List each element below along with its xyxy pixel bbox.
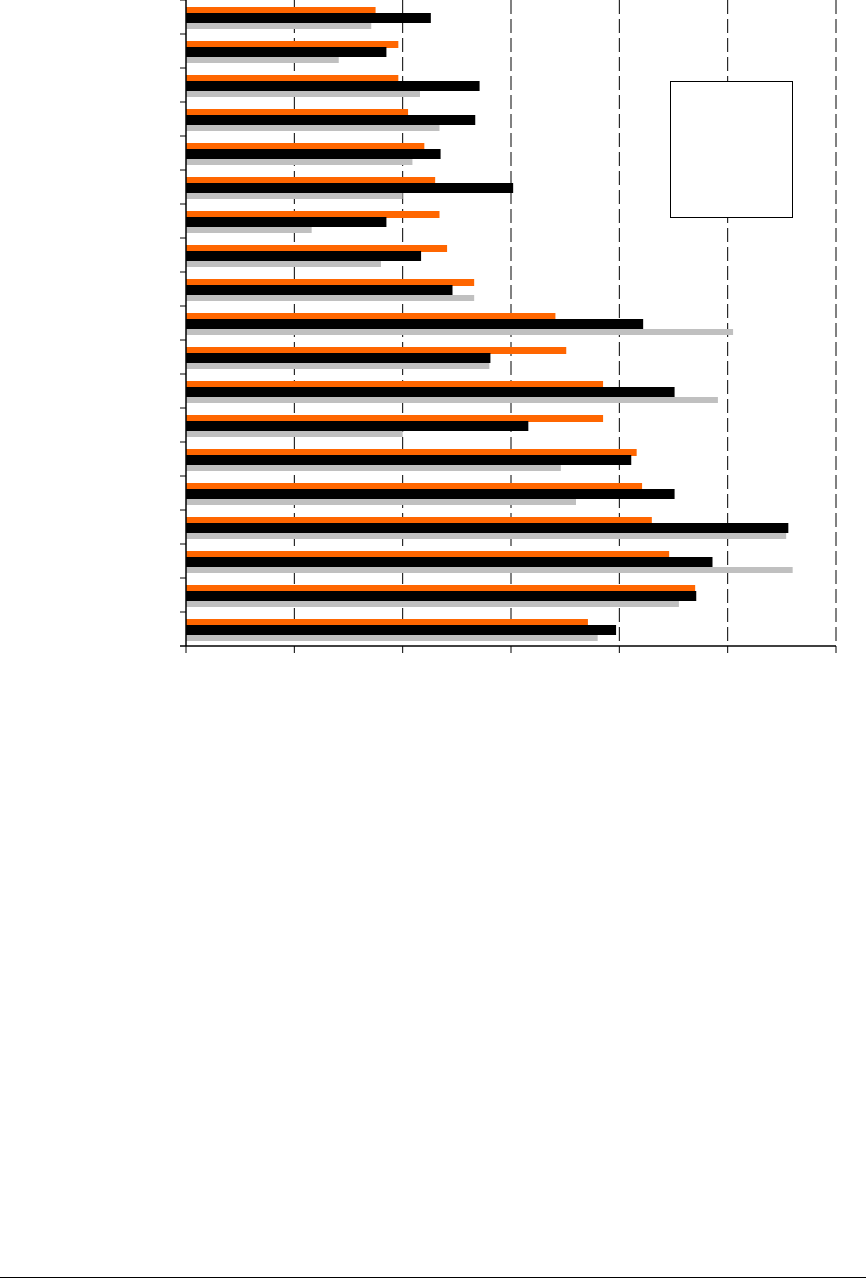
bar-series2 bbox=[186, 523, 789, 533]
page-bottom-rule bbox=[0, 1277, 866, 1278]
bar-series3 bbox=[186, 261, 381, 267]
bar-series2 bbox=[186, 625, 617, 635]
bar-series2 bbox=[186, 557, 713, 567]
bar-series3 bbox=[186, 227, 312, 233]
bar-series1 bbox=[186, 41, 399, 48]
bar-series3 bbox=[186, 159, 413, 165]
bar-series3 bbox=[186, 125, 440, 131]
bar-series2 bbox=[186, 183, 514, 193]
bar-series3 bbox=[186, 23, 372, 29]
bar-series3 bbox=[186, 57, 339, 63]
bar-series1 bbox=[186, 619, 588, 626]
bar-series1 bbox=[186, 347, 567, 354]
bar-series1 bbox=[186, 143, 425, 150]
bar-series2 bbox=[186, 319, 644, 329]
bar-chart bbox=[180, 0, 837, 653]
bar-series3 bbox=[186, 601, 679, 607]
bar-series2 bbox=[186, 13, 431, 23]
bar-series1 bbox=[186, 381, 604, 388]
legend-box bbox=[670, 81, 793, 218]
bar-series3 bbox=[186, 431, 403, 437]
bar-series1 bbox=[186, 449, 637, 456]
bar-series1 bbox=[186, 245, 448, 252]
bar-series1 bbox=[186, 415, 604, 422]
bar-series2 bbox=[186, 455, 632, 465]
bar-series1 bbox=[186, 7, 376, 14]
bar-series1 bbox=[186, 585, 696, 592]
bar-series3 bbox=[186, 499, 576, 505]
bar-series1 bbox=[186, 211, 440, 218]
bar-series1 bbox=[186, 517, 652, 524]
bar-series1 bbox=[186, 483, 643, 490]
bar-series2 bbox=[186, 217, 387, 227]
bar-series2 bbox=[186, 149, 441, 159]
bar-series2 bbox=[186, 285, 453, 295]
bar-series3 bbox=[186, 363, 490, 369]
bar-series3 bbox=[186, 635, 598, 641]
bar-series2 bbox=[186, 489, 675, 499]
bar-series3 bbox=[186, 567, 793, 573]
bar-series3 bbox=[186, 295, 475, 301]
bar-series2 bbox=[186, 353, 491, 363]
bar-series3 bbox=[186, 193, 403, 199]
bar-series3 bbox=[186, 91, 420, 97]
bar-series1 bbox=[186, 109, 409, 116]
bar-series2 bbox=[186, 387, 675, 397]
bar-series3 bbox=[186, 533, 787, 539]
bar-series1 bbox=[186, 551, 670, 558]
bar-series1 bbox=[186, 75, 399, 82]
bar-series3 bbox=[186, 397, 718, 403]
bar-series2 bbox=[186, 47, 387, 57]
bar-series3 bbox=[186, 329, 734, 335]
bar-series1 bbox=[186, 177, 436, 184]
bar-series1 bbox=[186, 313, 556, 320]
bar-series2 bbox=[186, 115, 476, 125]
bar-series2 bbox=[186, 81, 480, 91]
bar-series1 bbox=[186, 279, 475, 286]
bar-series3 bbox=[186, 465, 561, 471]
bar-series2 bbox=[186, 251, 422, 261]
bar-series2 bbox=[186, 591, 697, 601]
bar-series2 bbox=[186, 421, 529, 431]
